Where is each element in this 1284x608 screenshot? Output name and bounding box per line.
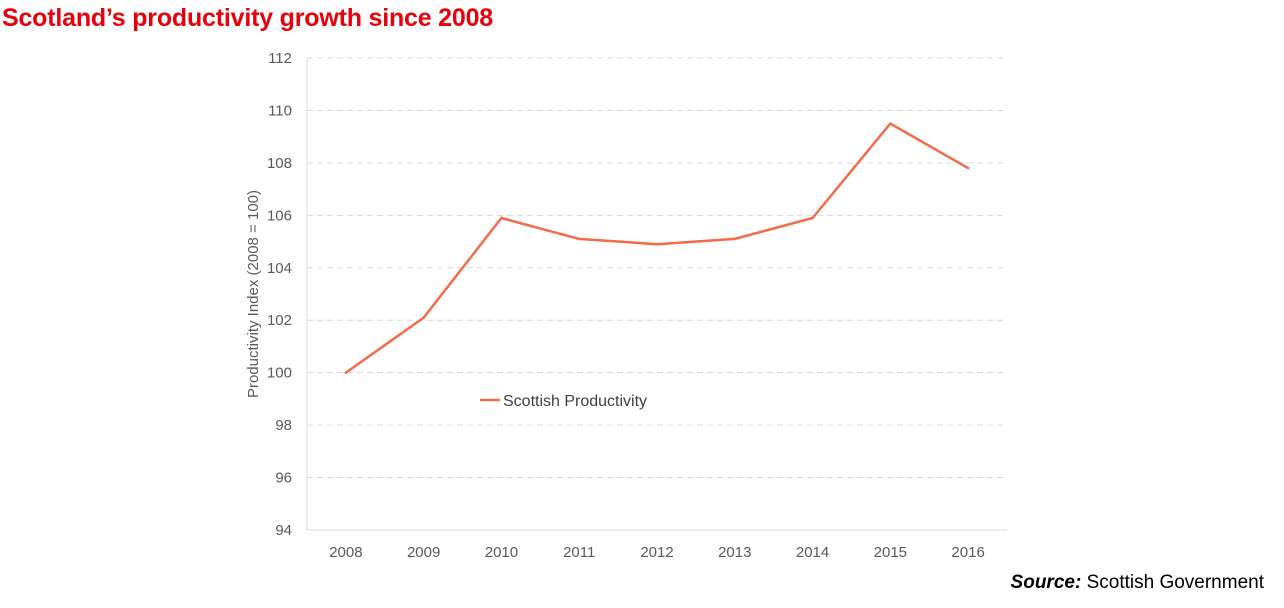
- source-text: Scottish Government: [1086, 572, 1264, 593]
- y-tick-label: 112: [268, 50, 292, 67]
- gridlines: [307, 57, 1007, 479]
- x-tick-label: 2010: [485, 544, 518, 561]
- y-axis-ticks: 94 96 98 100 102 104 106 108 110 112: [267, 50, 292, 539]
- source-note: Source: Scottish Government: [1011, 572, 1264, 594]
- x-tick-label: 2016: [951, 544, 984, 561]
- y-tick-label: 102: [267, 312, 292, 329]
- data-point: [733, 237, 737, 241]
- series-line: [345, 122, 969, 374]
- x-tick-label: 2011: [563, 544, 595, 561]
- y-tick-label: 108: [267, 155, 292, 172]
- data-point: [889, 122, 892, 125]
- data-point: [966, 166, 970, 170]
- data-point: [577, 237, 581, 241]
- data-point: [344, 371, 348, 374]
- x-tick-label: 2015: [874, 544, 907, 561]
- data-point: [655, 242, 659, 246]
- data-point: [500, 216, 503, 220]
- source-label: Source:: [1010, 572, 1082, 593]
- y-tick-label: 104: [267, 260, 292, 277]
- x-tick-label: 2013: [718, 544, 751, 561]
- legend: Scottish Productivity: [480, 393, 647, 410]
- legend-label: Scottish Productivity: [503, 393, 647, 410]
- chart-title: Scotland’s productivity growth since 200…: [2, 4, 493, 32]
- x-tick-label: 2014: [796, 544, 829, 561]
- x-axis-ticks: 2008 2009 2010 2011 2012 2013 2014 2015 2016: [329, 544, 985, 561]
- y-tick-label: 98: [275, 417, 292, 434]
- x-tick-label: 2008: [329, 544, 362, 561]
- y-tick-label: 100: [267, 365, 292, 382]
- y-axis-title: Productivity Index (2008 = 100): [245, 190, 262, 398]
- x-tick-label: 2009: [407, 544, 440, 561]
- series-lines: [344, 122, 970, 374]
- data-point: [811, 216, 814, 220]
- y-tick-label: 94: [275, 522, 292, 539]
- data-point: [422, 316, 425, 319]
- y-tick-label: 96: [275, 470, 292, 487]
- x-tick-label: 2012: [640, 544, 673, 561]
- y-tick-label: 110: [268, 102, 292, 119]
- axes: [306, 58, 1007, 531]
- y-tick-label: 106: [267, 207, 292, 224]
